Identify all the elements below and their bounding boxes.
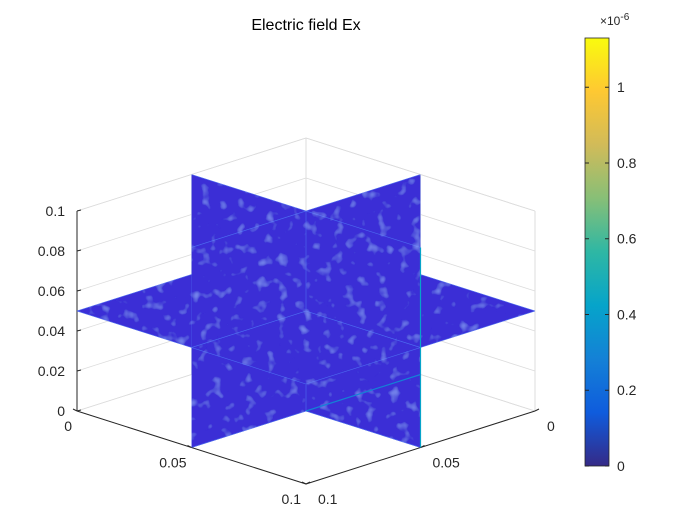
slice-edge-highlight: [305, 373, 421, 412]
x-tick-label: 0.1: [318, 491, 338, 507]
x-tick-mark: [305, 481, 311, 485]
y-tick-mark: [301, 481, 307, 485]
axis-tick-labels: 0 0.02 0.04 0.06 0.08 0.1 0 0.05 0.1 0 0.05 0.1: [38, 203, 555, 507]
colorbar-ticks: 0 0.2 0.4 0.6 0.8 1: [585, 79, 637, 474]
y-tick-label: 0.1: [282, 491, 302, 507]
colorbar-tick-label: 0.8: [617, 155, 637, 171]
x-tick-mark: [420, 445, 425, 448]
z-tick-mark: [76, 209, 82, 212]
colorbar-tick-label: 1: [617, 79, 625, 95]
y-tick-mark: [72, 408, 78, 412]
z-tick-mark: [76, 329, 82, 332]
slice-plane-y-front-upper: [191, 210, 307, 348]
x-tick-mark: [534, 408, 540, 412]
x-tick-label: 0.05: [433, 455, 460, 471]
z-tick-label: 0: [57, 403, 65, 419]
z-tick-label: 0.08: [38, 243, 65, 259]
z-tick-label: 0.06: [38, 283, 65, 299]
z-tick-mark: [76, 289, 82, 292]
z-tick-label: 0.02: [38, 363, 65, 379]
colorbar-tick-label: 0.4: [617, 306, 637, 322]
z-tick-mark: [76, 369, 82, 372]
z-tick-mark: [76, 249, 82, 252]
colorbar-exponent-label: ×10-6: [600, 12, 630, 28]
colorbar-gradient: [584, 37, 610, 467]
z-tick-mark: [76, 409, 82, 412]
z-tick-label: 0.1: [46, 203, 66, 219]
colorbar: 0 0.2 0.4 0.6 0.8 1 ×10-6: [584, 12, 637, 474]
colorbar-tick-label: 0.6: [617, 231, 637, 247]
colorbar-tick-label: 0: [617, 458, 625, 474]
chart-title: Electric field Ex: [251, 17, 360, 34]
slice-planes: [76, 174, 536, 448]
y-tick-label: 0: [64, 418, 72, 434]
x-tick-label: 0: [547, 418, 555, 434]
colorbar-tick-label: 0.2: [617, 382, 637, 398]
y-tick-mark: [187, 445, 192, 448]
z-tick-label: 0.04: [38, 323, 65, 339]
y-tick-label: 0.05: [159, 455, 186, 471]
